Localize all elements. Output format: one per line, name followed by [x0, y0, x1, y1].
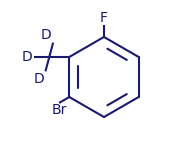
Text: D: D: [22, 50, 32, 64]
Text: D: D: [41, 28, 51, 42]
Text: D: D: [33, 72, 44, 86]
Text: Br: Br: [51, 103, 67, 117]
Text: F: F: [100, 11, 108, 25]
